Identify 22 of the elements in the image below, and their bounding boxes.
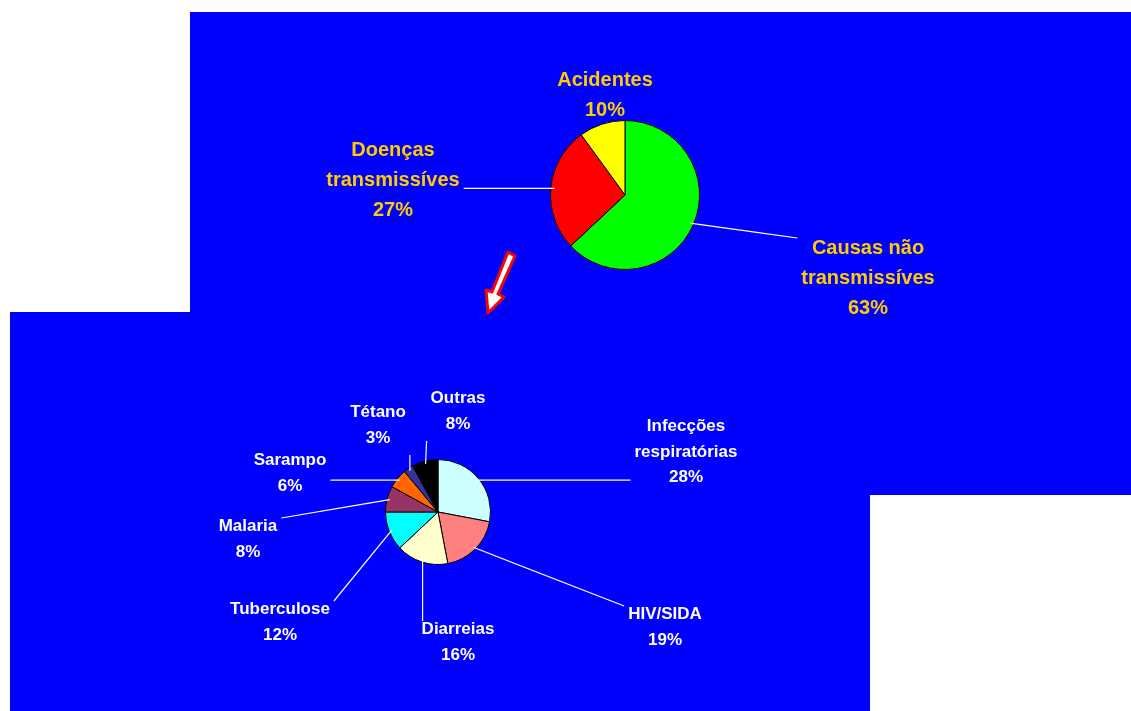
- slice-label: Tétano: [350, 402, 406, 422]
- slice-label: HIV/SIDA: [628, 604, 702, 624]
- slice-label: Acidentes: [557, 67, 653, 90]
- slice-label: Causas não transmissíves: [801, 235, 935, 288]
- slice-label: Malaria: [218, 516, 278, 536]
- data-label: 3%: [365, 427, 391, 447]
- data-label: 12%: [262, 624, 298, 644]
- data-label: 63%: [847, 295, 889, 318]
- data-label: 8%: [445, 413, 471, 433]
- data-label: 19%: [647, 629, 683, 649]
- slice-label: Tuberculose: [230, 599, 330, 619]
- data-label: 16%: [440, 644, 476, 664]
- slice-label: Infecções respiratórias: [634, 416, 738, 461]
- slice-label: Outras: [430, 388, 486, 408]
- slice-label: Doenças transmissíves: [326, 137, 460, 190]
- data-label: 27%: [372, 197, 414, 220]
- slice-label: Sarampo: [253, 450, 327, 470]
- data-label: 10%: [584, 97, 626, 120]
- data-label: 28%: [668, 467, 704, 487]
- slice-label: Diarreias: [421, 619, 495, 639]
- data-label: 8%: [235, 541, 261, 561]
- data-label: 6%: [277, 475, 303, 495]
